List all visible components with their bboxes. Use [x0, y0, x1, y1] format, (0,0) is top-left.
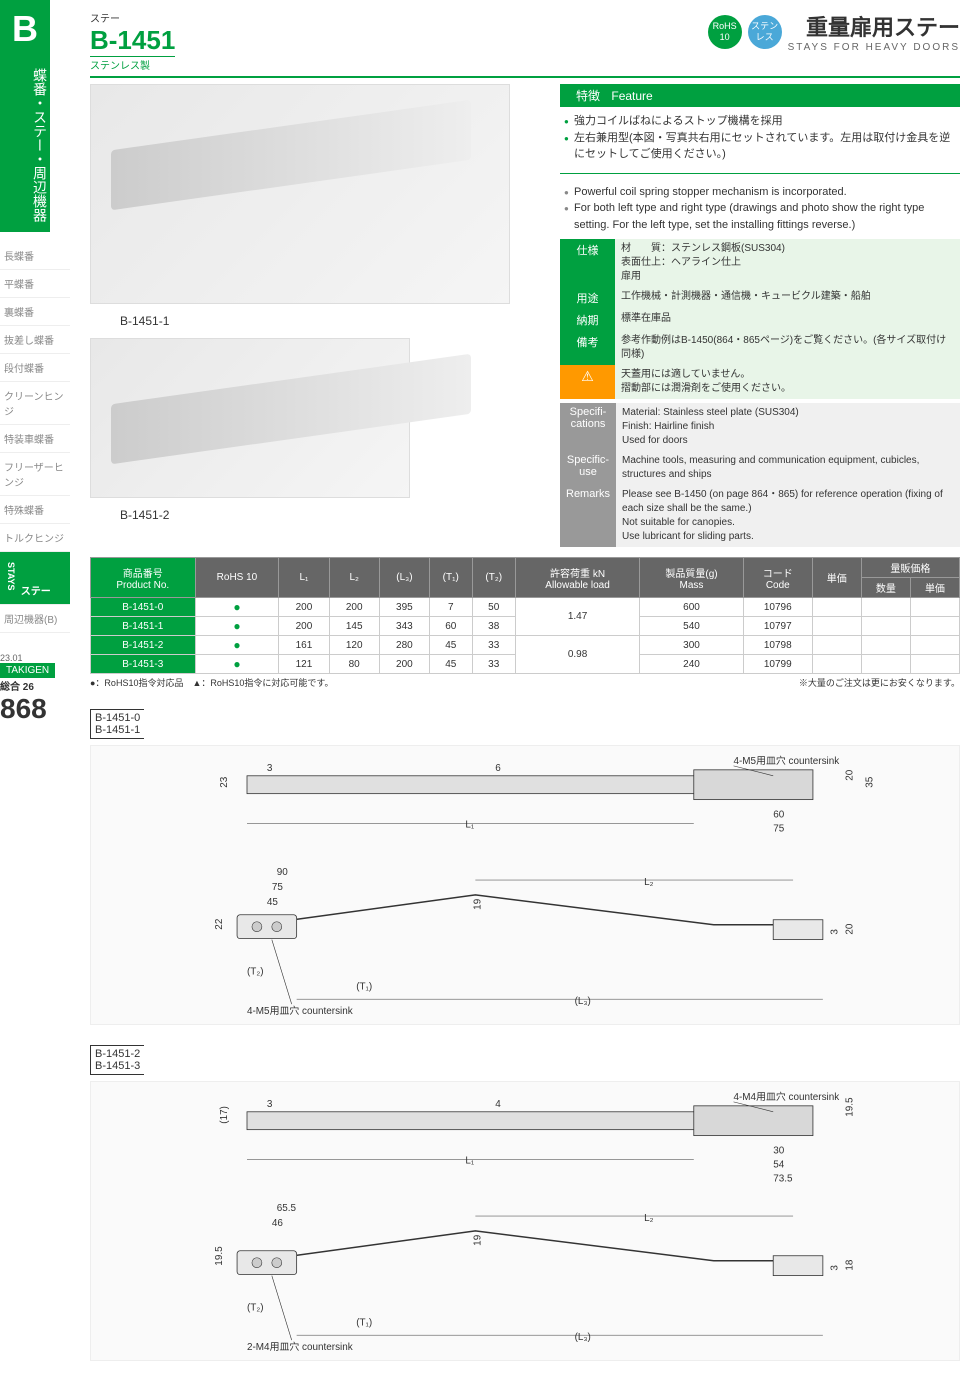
- svg-text:54: 54: [773, 1159, 785, 1170]
- svg-text:(T₁): (T₁): [356, 981, 372, 992]
- table-note-left: ●：RoHS10指令対応品 ▲：RoHS10指令に対応可能です。: [90, 676, 333, 689]
- svg-text:(L₃): (L₃): [575, 1332, 591, 1343]
- footer: 23.01 TAKIGEN 総合 26 868: [0, 653, 70, 725]
- svg-text:6: 6: [495, 763, 501, 774]
- footer-brand: TAKIGEN: [0, 663, 55, 678]
- sidebar-item[interactable]: 平蝶番: [0, 270, 70, 298]
- main-content: ステー B-1451 ステンレス製 RoHS 10 ステンレス 重量扉用ステー …: [70, 0, 980, 1391]
- sidebar-item[interactable]: 裏蝶番: [0, 298, 70, 326]
- svg-text:65.5: 65.5: [277, 1203, 297, 1214]
- svg-text:75: 75: [272, 882, 284, 893]
- svg-text:L₁: L₁: [465, 1155, 475, 1166]
- sidebar-item[interactable]: 周辺機器(B): [0, 605, 70, 633]
- info-column: 特徴 Feature 強力コイルばねによるストップ機構を採用左右兼用型(本図・写…: [560, 84, 960, 547]
- sidebar-item[interactable]: 特殊蝶番: [0, 496, 70, 524]
- svg-text:(T₂): (T₂): [247, 1302, 264, 1313]
- product-label-2: B-1451-2: [120, 508, 540, 522]
- svg-text:19: 19: [472, 898, 483, 910]
- product-label-1: B-1451-1: [120, 314, 540, 328]
- sidebar-items: 長蝶番平蝶番裏蝶番抜差し蝶番段付蝶番クリーンヒンジ特装車蝶番フリーザーヒンジ特殊…: [0, 232, 70, 633]
- sidebar-item[interactable]: フリーザーヒンジ: [0, 453, 70, 496]
- svg-text:73.5: 73.5: [773, 1173, 793, 1184]
- svg-text:22: 22: [214, 918, 225, 930]
- svg-text:(T₁): (T₁): [356, 1317, 372, 1328]
- data-table: 商品番号Product No.RoHS 10L₁L₂(L₃)(T₁)(T₂)許容…: [90, 557, 960, 674]
- svg-text:(L₃): (L₃): [575, 996, 591, 1007]
- footer-edition: 総合 26: [0, 678, 70, 693]
- drawing-section: B-1451-0B-1451-123364-M5用皿穴 countersink2…: [90, 709, 960, 1025]
- sidebar-item[interactable]: クリーンヒンジ: [0, 382, 70, 425]
- svg-text:3: 3: [830, 1265, 841, 1271]
- svg-text:4-M4用皿穴 countersink: 4-M4用皿穴 countersink: [734, 1090, 840, 1103]
- rohs-badge: RoHS 10: [708, 15, 742, 49]
- svg-text:3: 3: [267, 763, 273, 774]
- table-note-right: ※大量のご注文は更にお安くなります。: [799, 676, 960, 689]
- header-small-jp: ステー: [90, 10, 175, 25]
- sidebar-item[interactable]: 抜差し蝶番: [0, 326, 70, 354]
- title-en: STAYS FOR HEAVY DOORS: [788, 42, 960, 53]
- svg-text:35: 35: [865, 776, 876, 788]
- product-code: B-1451: [90, 25, 175, 57]
- svg-text:4: 4: [495, 1099, 501, 1110]
- svg-text:L₂: L₂: [644, 877, 654, 888]
- svg-text:75: 75: [773, 823, 785, 834]
- page-header: ステー B-1451 ステンレス製 RoHS 10 ステンレス 重量扉用ステー …: [90, 10, 960, 78]
- material-jp: ステンレス製: [90, 57, 175, 72]
- footer-page-no: 868: [0, 693, 70, 725]
- svg-text:4-M5用皿穴 countersink: 4-M5用皿穴 countersink: [734, 754, 840, 767]
- svg-text:19: 19: [472, 1234, 483, 1246]
- footer-date: 23.01: [0, 653, 70, 663]
- svg-text:(17): (17): [219, 1106, 230, 1124]
- sidebar-item[interactable]: 段付蝶番: [0, 354, 70, 382]
- svg-text:2-M4用皿穴 countersink: 2-M4用皿穴 countersink: [247, 1340, 353, 1353]
- svg-text:90: 90: [277, 867, 289, 878]
- svg-text:19.5: 19.5: [845, 1097, 856, 1117]
- feature-list-jp: 強力コイルばねによるストップ機構を採用左右兼用型(本図・写真共右用にセットされて…: [560, 107, 960, 169]
- feature-list-en: Powerful coil spring stopper mechanism i…: [560, 178, 960, 240]
- svg-text:19.5: 19.5: [214, 1246, 225, 1266]
- stainless-badge: ステンレス: [748, 15, 782, 49]
- svg-text:30: 30: [773, 1145, 785, 1156]
- drawing-section: B-1451-2B-1451-3(17)344-M4用皿穴 countersin…: [90, 1045, 960, 1361]
- sidebar-item[interactable]: 長蝶番: [0, 242, 70, 270]
- svg-text:20: 20: [845, 923, 856, 935]
- svg-text:45: 45: [267, 897, 279, 908]
- svg-text:3: 3: [267, 1099, 273, 1110]
- svg-text:4-M5用皿穴 countersink: 4-M5用皿穴 countersink: [247, 1004, 353, 1017]
- spec-table-jp: 仕様材 質：ステンレス鋼板(SUS304)表面仕上：ヘアライン仕上扉用用途工作機…: [560, 239, 960, 399]
- spec-table-en: Specifi-cationsMaterial: Stainless steel…: [560, 403, 960, 547]
- sidebar-item[interactable]: STAYS ステー: [0, 552, 70, 605]
- svg-text:20: 20: [845, 769, 856, 781]
- sidebar-item[interactable]: 特装車蝶番: [0, 425, 70, 453]
- svg-text:23: 23: [219, 776, 230, 788]
- product-image-1: [90, 84, 510, 304]
- product-images: B-1451-1 B-1451-2: [90, 84, 540, 547]
- svg-text:60: 60: [773, 809, 785, 820]
- product-image-2: [90, 338, 410, 498]
- svg-text:46: 46: [272, 1218, 284, 1229]
- svg-text:18: 18: [845, 1259, 856, 1271]
- category-tab: B: [0, 0, 50, 58]
- sidebar: B 蝶番・ステー・周辺機器 長蝶番平蝶番裏蝶番抜差し蝶番段付蝶番クリーンヒンジ特…: [0, 0, 70, 1391]
- svg-text:(T₂): (T₂): [247, 966, 264, 977]
- svg-text:L₂: L₂: [644, 1213, 654, 1224]
- category-name-jp: 蝶番・ステー・周辺機器: [0, 58, 50, 232]
- svg-text:3: 3: [830, 929, 841, 935]
- sidebar-item[interactable]: トルクヒンジ: [0, 524, 70, 552]
- title-jp: 重量扉用ステー: [788, 10, 960, 42]
- feature-header: 特徴 Feature: [560, 84, 960, 107]
- svg-text:L₁: L₁: [465, 819, 475, 830]
